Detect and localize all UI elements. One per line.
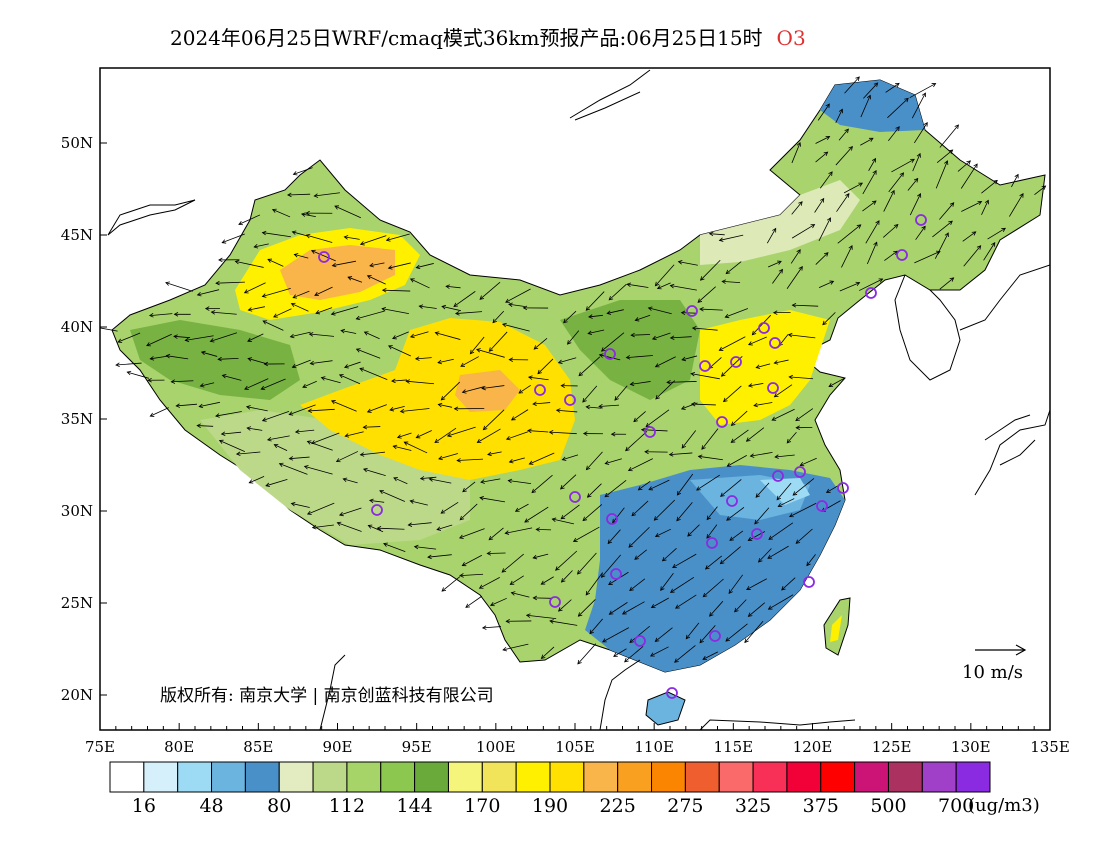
wind-arrow-shaft [682, 313, 696, 314]
lat-tick-label: 20N [61, 686, 93, 704]
colorbar-label: 170 [464, 795, 500, 817]
colorbar [110, 762, 990, 792]
colorbar-swatch [381, 762, 415, 792]
colorbar-swatch [584, 762, 618, 792]
lat-tick-label: 25N [61, 594, 93, 612]
colorbar-swatch [618, 762, 652, 792]
wind-arrow-shaft [536, 529, 551, 530]
lon-tick-label: 135E [1030, 738, 1070, 756]
lon-tick-label: 80E [164, 738, 194, 756]
colorbar-label: 80 [267, 795, 291, 817]
colorbar-swatch [719, 762, 753, 792]
colorbar-swatch [448, 762, 482, 792]
colorbar-swatch [415, 762, 449, 792]
colorbar-label: 144 [396, 795, 432, 817]
colorbar-label: 375 [803, 795, 839, 817]
lon-tick-label: 75E [85, 738, 115, 756]
lon-tick-label: 115E [714, 738, 754, 756]
colorbar-swatch [550, 762, 584, 792]
colorbar-swatch [956, 762, 990, 792]
colorbar-label: 112 [329, 795, 365, 817]
colorbar-swatch [178, 762, 212, 792]
lon-tick-label: 125E [872, 738, 912, 756]
lat-tick-label: 35N [61, 410, 93, 428]
colorbar-unit: (ug/m3) [968, 795, 1040, 816]
colorbar-swatch [855, 762, 889, 792]
colorbar-swatch [821, 762, 855, 792]
colorbar-swatch [787, 762, 821, 792]
colorbar-swatch [888, 762, 922, 792]
wind-reference-label: 10 m/s [962, 662, 1023, 683]
lat-tick-label: 45N [61, 226, 93, 244]
colorbar-swatch [245, 762, 279, 792]
copyright-text: 版权所有: 南京大学 | 南京创蓝科技有限公司 [160, 681, 494, 706]
colorbar-swatch [685, 762, 719, 792]
lon-tick-label: 90E [322, 738, 352, 756]
colorbar-label: 225 [600, 795, 636, 817]
colorbar-swatch [482, 762, 516, 792]
colorbar-label: 275 [667, 795, 703, 817]
lon-tick-label: 95E [402, 738, 432, 756]
colorbar-label: 190 [532, 795, 568, 817]
colorbar-label: 16 [132, 795, 156, 817]
lon-tick-label: 100E [476, 738, 516, 756]
colorbar-swatch [110, 762, 144, 792]
lon-tick-label: 105E [555, 738, 595, 756]
lon-tick-label: 130E [951, 738, 991, 756]
colorbar-swatch [753, 762, 787, 792]
colorbar-swatch [652, 762, 686, 792]
colorbar-swatch [922, 762, 956, 792]
colorbar-label: 500 [870, 795, 906, 817]
colorbar-label: 325 [735, 795, 771, 817]
colorbar-swatch [347, 762, 381, 792]
colorbar-swatch [212, 762, 246, 792]
colorbar-swatch [516, 762, 550, 792]
lat-tick-label: 30N [61, 502, 93, 520]
lon-tick-label: 85E [243, 738, 273, 756]
colorbar-swatch [144, 762, 178, 792]
lon-tick-label: 110E [634, 738, 674, 756]
colorbar-swatch [279, 762, 313, 792]
lon-tick-label: 120E [793, 738, 833, 756]
colorbar-label: 48 [199, 795, 223, 817]
colorbar-swatch [313, 762, 347, 792]
lat-tick-label: 50N [61, 134, 93, 152]
lat-tick-label: 40N [61, 318, 93, 336]
